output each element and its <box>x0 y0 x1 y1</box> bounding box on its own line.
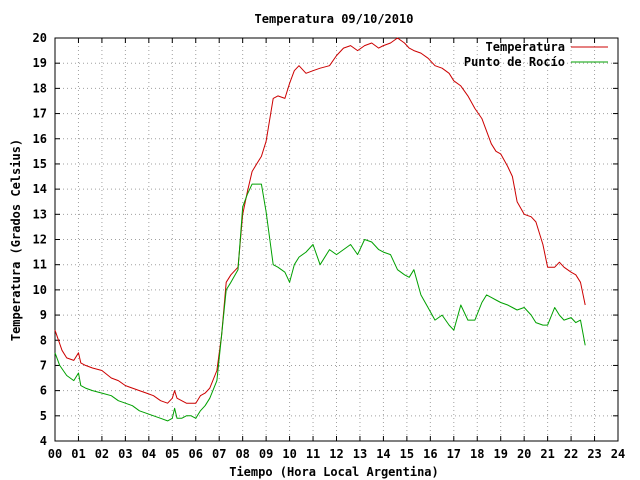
y-tick-label: 9 <box>40 308 47 322</box>
y-tick-label: 6 <box>40 384 47 398</box>
x-tick-label: 11 <box>306 447 320 461</box>
x-tick-label: 24 <box>611 447 625 461</box>
y-tick-label: 8 <box>40 333 47 347</box>
y-tick-label: 16 <box>33 132 47 146</box>
plot-frame <box>54 37 619 442</box>
x-tick-label: 10 <box>282 447 296 461</box>
y-tick-label: 12 <box>33 233 47 247</box>
x-tick-label: 03 <box>118 447 132 461</box>
y-axis-title: Temperatura (Grados Celsius) <box>9 139 23 341</box>
x-tick-label: 00 <box>48 447 62 461</box>
x-tick-label: 01 <box>71 447 85 461</box>
x-tick-label: 16 <box>423 447 437 461</box>
x-tick-label: 23 <box>587 447 601 461</box>
x-tick-label: 15 <box>400 447 414 461</box>
x-tick-label: 21 <box>540 447 554 461</box>
x-tick-label: 07 <box>212 447 226 461</box>
legend-label-temperatura: Temperatura <box>486 40 565 54</box>
y-tick-label: 7 <box>40 358 47 372</box>
x-tick-label: 02 <box>95 447 109 461</box>
x-tick-label: 08 <box>235 447 249 461</box>
y-tick-label: 11 <box>33 258 47 272</box>
y-tick-label: 19 <box>33 56 47 70</box>
x-axis-title: Tiempo (Hora Local Argentina) <box>229 465 439 479</box>
x-tick-label: 06 <box>189 447 203 461</box>
x-tick-label: 05 <box>165 447 179 461</box>
x-tick-label: 04 <box>142 447 156 461</box>
x-tick-label: 13 <box>353 447 367 461</box>
chart-title: Temperatura 09/10/2010 <box>255 12 414 26</box>
x-tick-label: 14 <box>376 447 390 461</box>
x-tick-label: 12 <box>329 447 343 461</box>
y-tick-label: 13 <box>33 207 47 221</box>
x-tick-label: 17 <box>447 447 461 461</box>
series-line-punto-de-rocio <box>54 183 586 422</box>
y-tick-label: 20 <box>33 31 47 45</box>
axes: 4 5 6 7 8 9 10 11 12 13 14 15 16 17 18 19 20 00 01 02 03 04 05… <box>33 31 626 461</box>
y-tick-label: 18 <box>33 81 47 95</box>
y-tick-label: 10 <box>33 283 47 297</box>
series-line-temperatura <box>54 37 586 404</box>
y-tick-label: 14 <box>33 182 47 196</box>
y-tick-label: 17 <box>33 107 47 121</box>
series-layer <box>54 37 586 422</box>
legend: Temperatura Punto de Rocío <box>464 40 608 69</box>
x-tick-label: 09 <box>259 447 273 461</box>
x-tick-label: 19 <box>493 447 507 461</box>
x-tick-label: 18 <box>470 447 484 461</box>
y-tick-label: 5 <box>40 409 47 423</box>
x-tick-label: 20 <box>517 447 531 461</box>
y-tick-label: 15 <box>33 157 47 171</box>
legend-label-punto-de-rocio: Punto de Rocío <box>464 55 565 69</box>
y-tick-label: 4 <box>40 434 47 448</box>
x-tick-label: 22 <box>564 447 578 461</box>
